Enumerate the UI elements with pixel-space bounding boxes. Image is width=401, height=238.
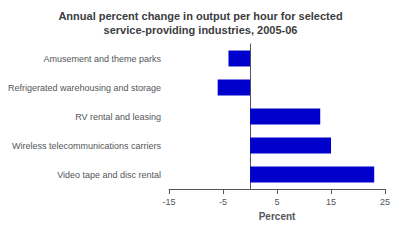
svg-text:25: 25 xyxy=(380,197,390,207)
svg-text:service-providing industries,: service-providing industries, 2005-06 xyxy=(104,24,298,36)
svg-text:Amusement and theme parks: Amusement and theme parks xyxy=(44,54,162,64)
svg-text:Wireless telecommunications ca: Wireless telecommunications carriers xyxy=(12,141,162,151)
svg-text:-15: -15 xyxy=(163,197,176,207)
svg-text:-5: -5 xyxy=(219,197,227,207)
svg-text:Percent: Percent xyxy=(259,211,296,222)
svg-text:Refrigerated warehousing and s: Refrigerated warehousing and storage xyxy=(8,83,161,93)
svg-text:RV rental and leasing: RV rental and leasing xyxy=(75,112,161,122)
svg-text:15: 15 xyxy=(326,197,336,207)
svg-text:Annual percent change in outpu: Annual percent change in output per hour… xyxy=(58,10,342,22)
svg-text:Video tape and disc rental: Video tape and disc rental xyxy=(57,170,161,180)
svg-text:5: 5 xyxy=(275,197,280,207)
